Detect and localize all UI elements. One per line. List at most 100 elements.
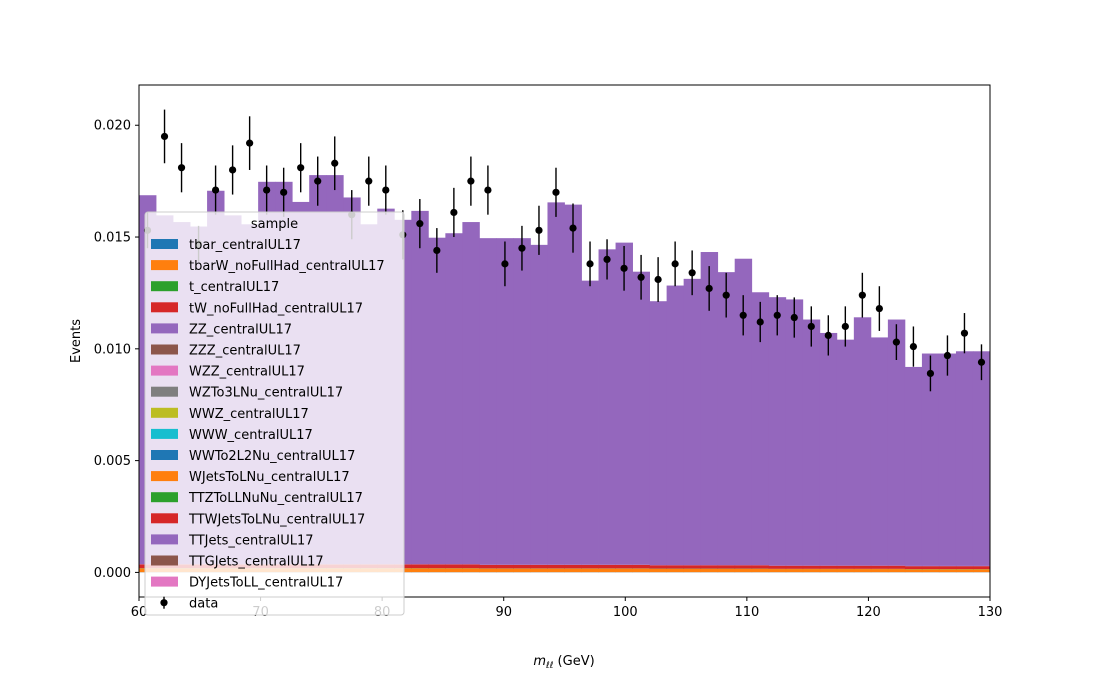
bar-tbarW_noFullHad_centralUL17-bin-30 [649,568,668,573]
bar-TTJets_centralUL17-bin-28 [615,242,633,565]
data-point [688,269,696,277]
bar-tbarW_noFullHad_centralUL17-bin-35 [734,568,753,573]
data-point [229,166,237,174]
bar-TTJets_centralUL17-bin-24 [547,202,565,565]
data-point [926,369,935,378]
bar-tbarW_noFullHad_centralUL17-bin-23 [530,568,548,573]
bar-TTJets_centralUL17-bin-32 [683,278,702,566]
x-axis-label: mℓℓ (GeV) [533,654,594,671]
bar-tW_noFullHad_centralUL17-bin-42 [853,565,872,569]
legend-entry: TTGJets_centralUL17 [188,555,324,570]
bar-tW_noFullHad_centralUL17-bin-20 [479,564,497,569]
data-point [365,177,373,185]
bar-tW_noFullHad_centralUL17-bin-25 [564,564,582,569]
legend-swatch [151,428,178,439]
data-point [637,273,645,281]
bar-tbarW_noFullHad_centralUL17-bin-38 [785,569,804,573]
bar-tW_noFullHad_centralUL17-bin-24 [547,564,565,569]
legend-entry: TTWJetsToLNu_centralUL17 [188,512,365,527]
bar-tW_noFullHad_centralUL17-bin-39 [802,565,821,569]
data-point [314,177,322,185]
legend-swatch [151,260,178,271]
bar-tbarW_noFullHad_centralUL17-bin-21 [496,568,514,573]
data-point [263,186,271,194]
bar-TTJets_centralUL17-bin-41 [836,339,855,566]
data-point [382,186,390,194]
bar-TTJets_centralUL17-bin-45 [904,366,923,566]
legend-swatch [151,513,178,524]
legend-swatch [151,344,178,355]
bar-tbarW_noFullHad_centralUL17-bin-49 [972,569,991,573]
bar-TTJets_centralUL17-bin-20 [479,238,497,565]
bar-tW_noFullHad_centralUL17-bin-44 [887,565,906,569]
legend-entry: WJetsToLNu_centralUL17 [189,470,350,485]
data-point [331,159,339,167]
bar-tbarW_noFullHad_centralUL17-bin-48 [955,569,974,573]
data-point [552,188,560,196]
bar-tbarW_noFullHad_centralUL17-bin-26 [581,568,599,573]
bar-TTJets_centralUL17-bin-34 [717,272,736,566]
bar-TTJets_centralUL17-bin-40 [819,332,838,566]
data-point [943,351,952,360]
bar-tW_noFullHad_centralUL17-bin-45 [904,566,923,570]
legend-entry: ZZ_centralUL17 [189,322,292,337]
legend-title: sample [251,217,298,232]
bar-tbarW_noFullHad_centralUL17-bin-41 [836,569,855,573]
bar-tW_noFullHad_centralUL17-bin-46 [921,566,940,570]
bar-tW_noFullHad_centralUL17-bin-33 [700,565,719,569]
bar-TTJets_centralUL17-bin-17 [428,237,446,565]
x-tick-label: 120 [856,605,881,620]
bar-TTJets_centralUL17-bin-46 [921,353,940,566]
bar-tbarW_noFullHad_centralUL17-bin-28 [615,568,633,573]
bar-tW_noFullHad_centralUL17-bin-43 [870,565,889,569]
y-tick-label: 0.005 [94,454,131,469]
legend-swatch [151,471,178,482]
y-tick-label: 0.020 [94,119,131,134]
bar-TTJets_centralUL17-bin-39 [802,319,821,566]
x-tick-label: 100 [613,605,638,620]
bar-tW_noFullHad_centralUL17-bin-47 [938,566,957,570]
bar-TTJets_centralUL17-bin-23 [530,244,548,565]
bar-TTJets_centralUL17-bin-48 [955,351,974,566]
data-point [603,255,611,263]
bar-tW_noFullHad_centralUL17-bin-28 [615,564,633,569]
data-point [671,260,679,268]
bar-tbarW_noFullHad_centralUL17-bin-36 [751,568,770,573]
bar-tbarW_noFullHad_centralUL17-bin-39 [802,569,821,573]
bar-tbarW_noFullHad_centralUL17-bin-33 [700,568,719,573]
bar-tW_noFullHad_centralUL17-bin-38 [785,565,804,569]
bar-tW_noFullHad_centralUL17-bin-32 [683,565,702,569]
bar-TTJets_centralUL17-bin-27 [598,249,616,565]
data-point [756,318,764,326]
bar-tbarW_noFullHad_centralUL17-bin-16 [411,568,429,573]
data-point [824,331,832,340]
data-point [416,220,424,228]
bar-tW_noFullHad_centralUL17-bin-35 [734,565,753,569]
x-tick-label: 90 [495,605,512,620]
bar-tW_noFullHad_centralUL17-bin-17 [428,564,446,569]
legend-entry: WWZ_centralUL17 [189,407,309,422]
legend-entry: DYJetsToLL_centralUL17 [189,576,343,591]
bar-tbarW_noFullHad_centralUL17-bin-17 [428,568,446,573]
bar-tbarW_noFullHad_centralUL17-bin-47 [938,569,957,573]
legend-entry-data: data [189,597,218,612]
bar-TTJets_centralUL17-bin-44 [887,319,906,566]
legend-entry: ZZZ_centralUL17 [189,344,301,359]
legend-swatch [151,302,178,313]
bar-tW_noFullHad_centralUL17-bin-19 [462,564,480,569]
y-tick-label: 0.015 [94,231,131,246]
legend-swatch [151,323,178,334]
bar-TTJets_centralUL17-bin-19 [462,222,480,565]
bar-TTJets_centralUL17-bin-38 [785,299,804,566]
bar-tbarW_noFullHad_centralUL17-bin-32 [683,568,702,573]
y-tick-label: 0.010 [94,342,131,357]
bar-tW_noFullHad_centralUL17-bin-30 [649,565,668,569]
bar-tbarW_noFullHad_centralUL17-bin-46 [921,569,940,573]
bar-TTJets_centralUL17-bin-30 [649,301,668,566]
data-point [450,208,458,217]
bar-TTJets_centralUL17-bin-37 [768,297,787,566]
data-point [875,304,883,313]
data-point [739,311,747,319]
bar-tW_noFullHad_centralUL17-bin-26 [581,564,599,569]
legend-entry: WWW_centralUL17 [189,428,313,443]
